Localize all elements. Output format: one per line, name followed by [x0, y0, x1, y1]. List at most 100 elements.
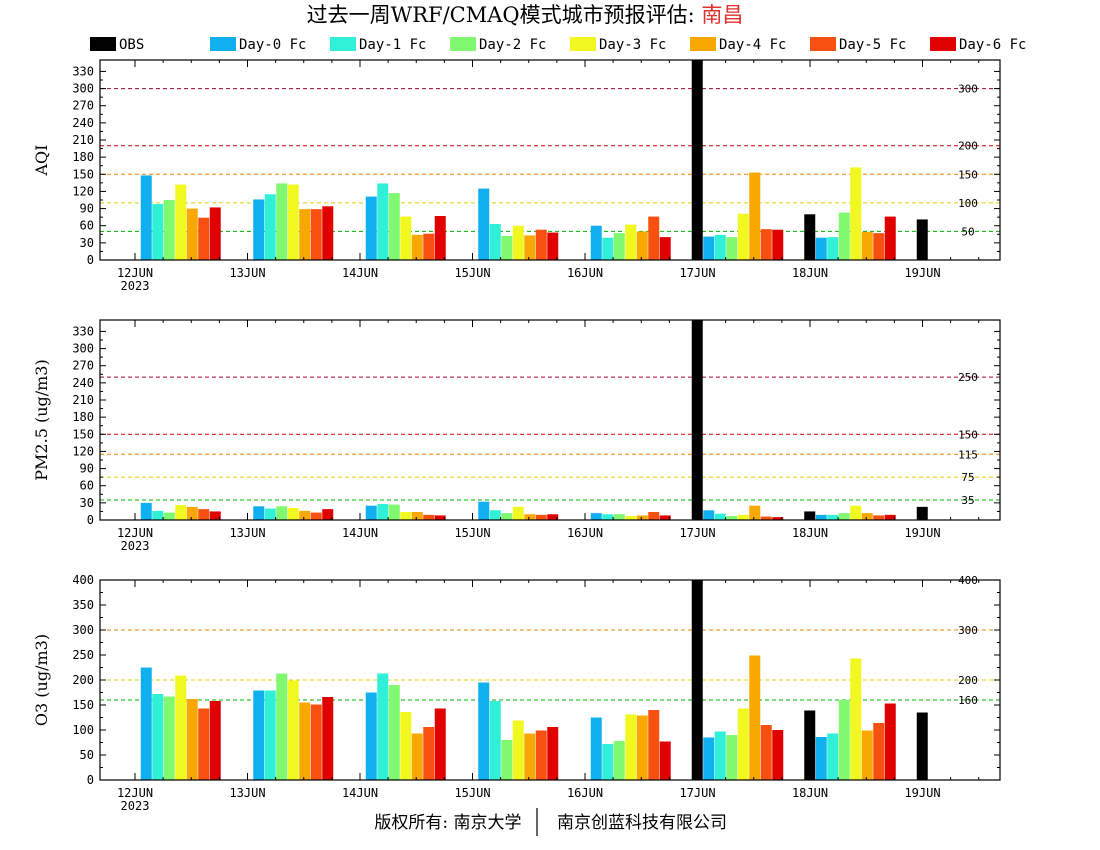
bar-day-3-fc-13jun: [287, 184, 299, 260]
bar-day-0-fc-12jun: [140, 667, 152, 780]
bar-day-4-fc-16jun: [636, 515, 648, 520]
bar-day-1-fc-14jun: [377, 504, 389, 520]
bar-day-5-fc-13jun: [310, 704, 322, 780]
bar-day-1-fc-16jun: [602, 744, 614, 780]
bar-day-2-fc-12jun: [163, 512, 175, 520]
bar-day-4-fc-14jun: [411, 234, 423, 260]
y-tick-label-0: 0: [87, 253, 94, 267]
bar-day-3-fc-18jun: [850, 658, 862, 780]
bar-day-3-fc-13jun: [287, 680, 299, 780]
legend-label-day-3-fc: Day-3 Fc: [599, 37, 666, 53]
bar-day-4-fc-18jun: [861, 730, 873, 780]
bar-day-4-fc-13jun: [299, 510, 311, 520]
plot-frame: [99, 59, 1001, 261]
bar-day-0-fc-17jun: [703, 737, 715, 780]
bar-day-1-fc-12jun: [152, 204, 164, 260]
bar-day-6-fc-16jun: [659, 515, 671, 520]
bar-day-4-fc-18jun: [861, 232, 873, 260]
x-tick-label-16jun: 16JUN: [567, 266, 603, 280]
bar-day-1-fc-14jun: [377, 183, 389, 260]
x-tick-label-13jun: 13JUN: [229, 266, 265, 280]
bar-day-5-fc-14jun: [423, 727, 435, 780]
legend-swatch-day-3-fc: [570, 37, 596, 51]
y-tick-label-180: 180: [72, 150, 94, 164]
bar-day-3-fc-14jun: [400, 216, 412, 260]
bar-day-2-fc-13jun: [276, 673, 288, 780]
y-tick-label-0: 0: [87, 513, 94, 527]
bar-day-3-fc-15jun: [512, 225, 524, 260]
legend-swatch-obs: [90, 37, 116, 51]
x-tick-label-14jun: 14JUN: [342, 786, 378, 800]
bar-day-2-fc-13jun: [276, 183, 288, 260]
bar-day-3-fc-14jun: [400, 512, 412, 520]
bar-day-0-fc-15jun: [478, 501, 490, 520]
bar-day-3-fc-17jun: [737, 213, 749, 260]
legend-swatch-day-6-fc: [930, 37, 956, 51]
bar-day-4-fc-12jun: [186, 699, 198, 780]
bar-day-4-fc-13jun: [299, 702, 311, 780]
bar-day-2-fc-17jun: [726, 237, 738, 260]
bar-obs-18jun: [804, 710, 816, 780]
bar-day-3-fc-12jun: [175, 675, 187, 780]
footer-left: 版权所有: 南京大学: [374, 813, 521, 833]
bar-day-2-fc-14jun: [388, 193, 400, 260]
title-main: 过去一周WRF/CMAQ模式城市预报评估:: [307, 3, 695, 27]
y-axis-label: O3 (ug/m3): [32, 634, 51, 726]
bar-day-5-fc-17jun: [760, 229, 772, 260]
bar-day-3-fc-12jun: [175, 184, 187, 260]
x-year-label: 2023: [121, 799, 150, 813]
title-city: 南昌: [701, 3, 743, 27]
plot-frame: [99, 319, 1001, 521]
x-tick-label-13jun: 13JUN: [229, 526, 265, 540]
bar-day-1-fc-16jun: [602, 237, 614, 260]
bar-day-5-fc-12jun: [198, 509, 210, 520]
bar-day-2-fc-16jun: [613, 233, 625, 260]
bar-day-3-fc-14jun: [400, 712, 412, 780]
bar-day-6-fc-15jun: [547, 232, 559, 260]
bar-day-0-fc-18jun: [815, 737, 827, 780]
bar-day-3-fc-13jun: [287, 508, 299, 520]
bar-day-6-fc-13jun: [322, 697, 334, 780]
x-tick-label-12jun: 12JUN: [117, 786, 153, 800]
bar-day-1-fc-13jun: [264, 194, 276, 260]
bar-day-1-fc-14jun: [377, 673, 389, 780]
ref-line-label-75: 75: [961, 471, 974, 484]
bar-day-4-fc-15jun: [524, 733, 536, 780]
y-tick-label-0: 0: [87, 773, 94, 787]
bar-day-2-fc-15jun: [501, 236, 513, 260]
y-tick-label-240: 240: [72, 376, 94, 390]
bar-day-6-fc-15jun: [547, 727, 559, 780]
y-tick-label-150: 150: [72, 427, 94, 441]
legend-swatch-day-2-fc: [450, 37, 476, 51]
legend-swatch-day-1-fc: [330, 37, 356, 51]
x-tick-label-16jun: 16JUN: [567, 786, 603, 800]
ref-line-label-300: 300: [958, 83, 978, 96]
x-tick-label-15jun: 15JUN: [454, 786, 490, 800]
bar-day-2-fc-13jun: [276, 506, 288, 520]
y-tick-label-150: 150: [72, 698, 94, 712]
bar-day-4-fc-12jun: [186, 208, 198, 260]
bar-day-0-fc-16jun: [590, 225, 602, 260]
bar-day-2-fc-18jun: [838, 700, 850, 780]
bar-day-0-fc-17jun: [703, 510, 715, 520]
bar-day-6-fc-14jun: [434, 708, 446, 780]
y-tick-label-120: 120: [72, 444, 94, 458]
bar-obs-17jun: [691, 60, 703, 260]
ref-line-label-35: 35: [961, 494, 974, 507]
y-tick-label-330: 330: [72, 64, 94, 78]
bar-day-3-fc-17jun: [737, 708, 749, 780]
x-tick-label-14jun: 14JUN: [342, 266, 378, 280]
y-axis-label: AQI: [32, 145, 51, 177]
bar-day-1-fc-18jun: [827, 237, 839, 260]
bar-day-5-fc-16jun: [648, 216, 660, 260]
bar-day-4-fc-14jun: [411, 733, 423, 780]
bar-obs-17jun: [691, 320, 703, 520]
bar-day-1-fc-18jun: [827, 514, 839, 520]
bar-day-6-fc-15jun: [547, 514, 559, 520]
bar-day-6-fc-18jun: [884, 216, 896, 260]
bar-day-1-fc-15jun: [489, 701, 501, 780]
bar-day-2-fc-12jun: [163, 696, 175, 780]
bar-day-1-fc-16jun: [602, 514, 614, 520]
legend-label-day-0-fc: Day-0 Fc: [239, 37, 306, 53]
